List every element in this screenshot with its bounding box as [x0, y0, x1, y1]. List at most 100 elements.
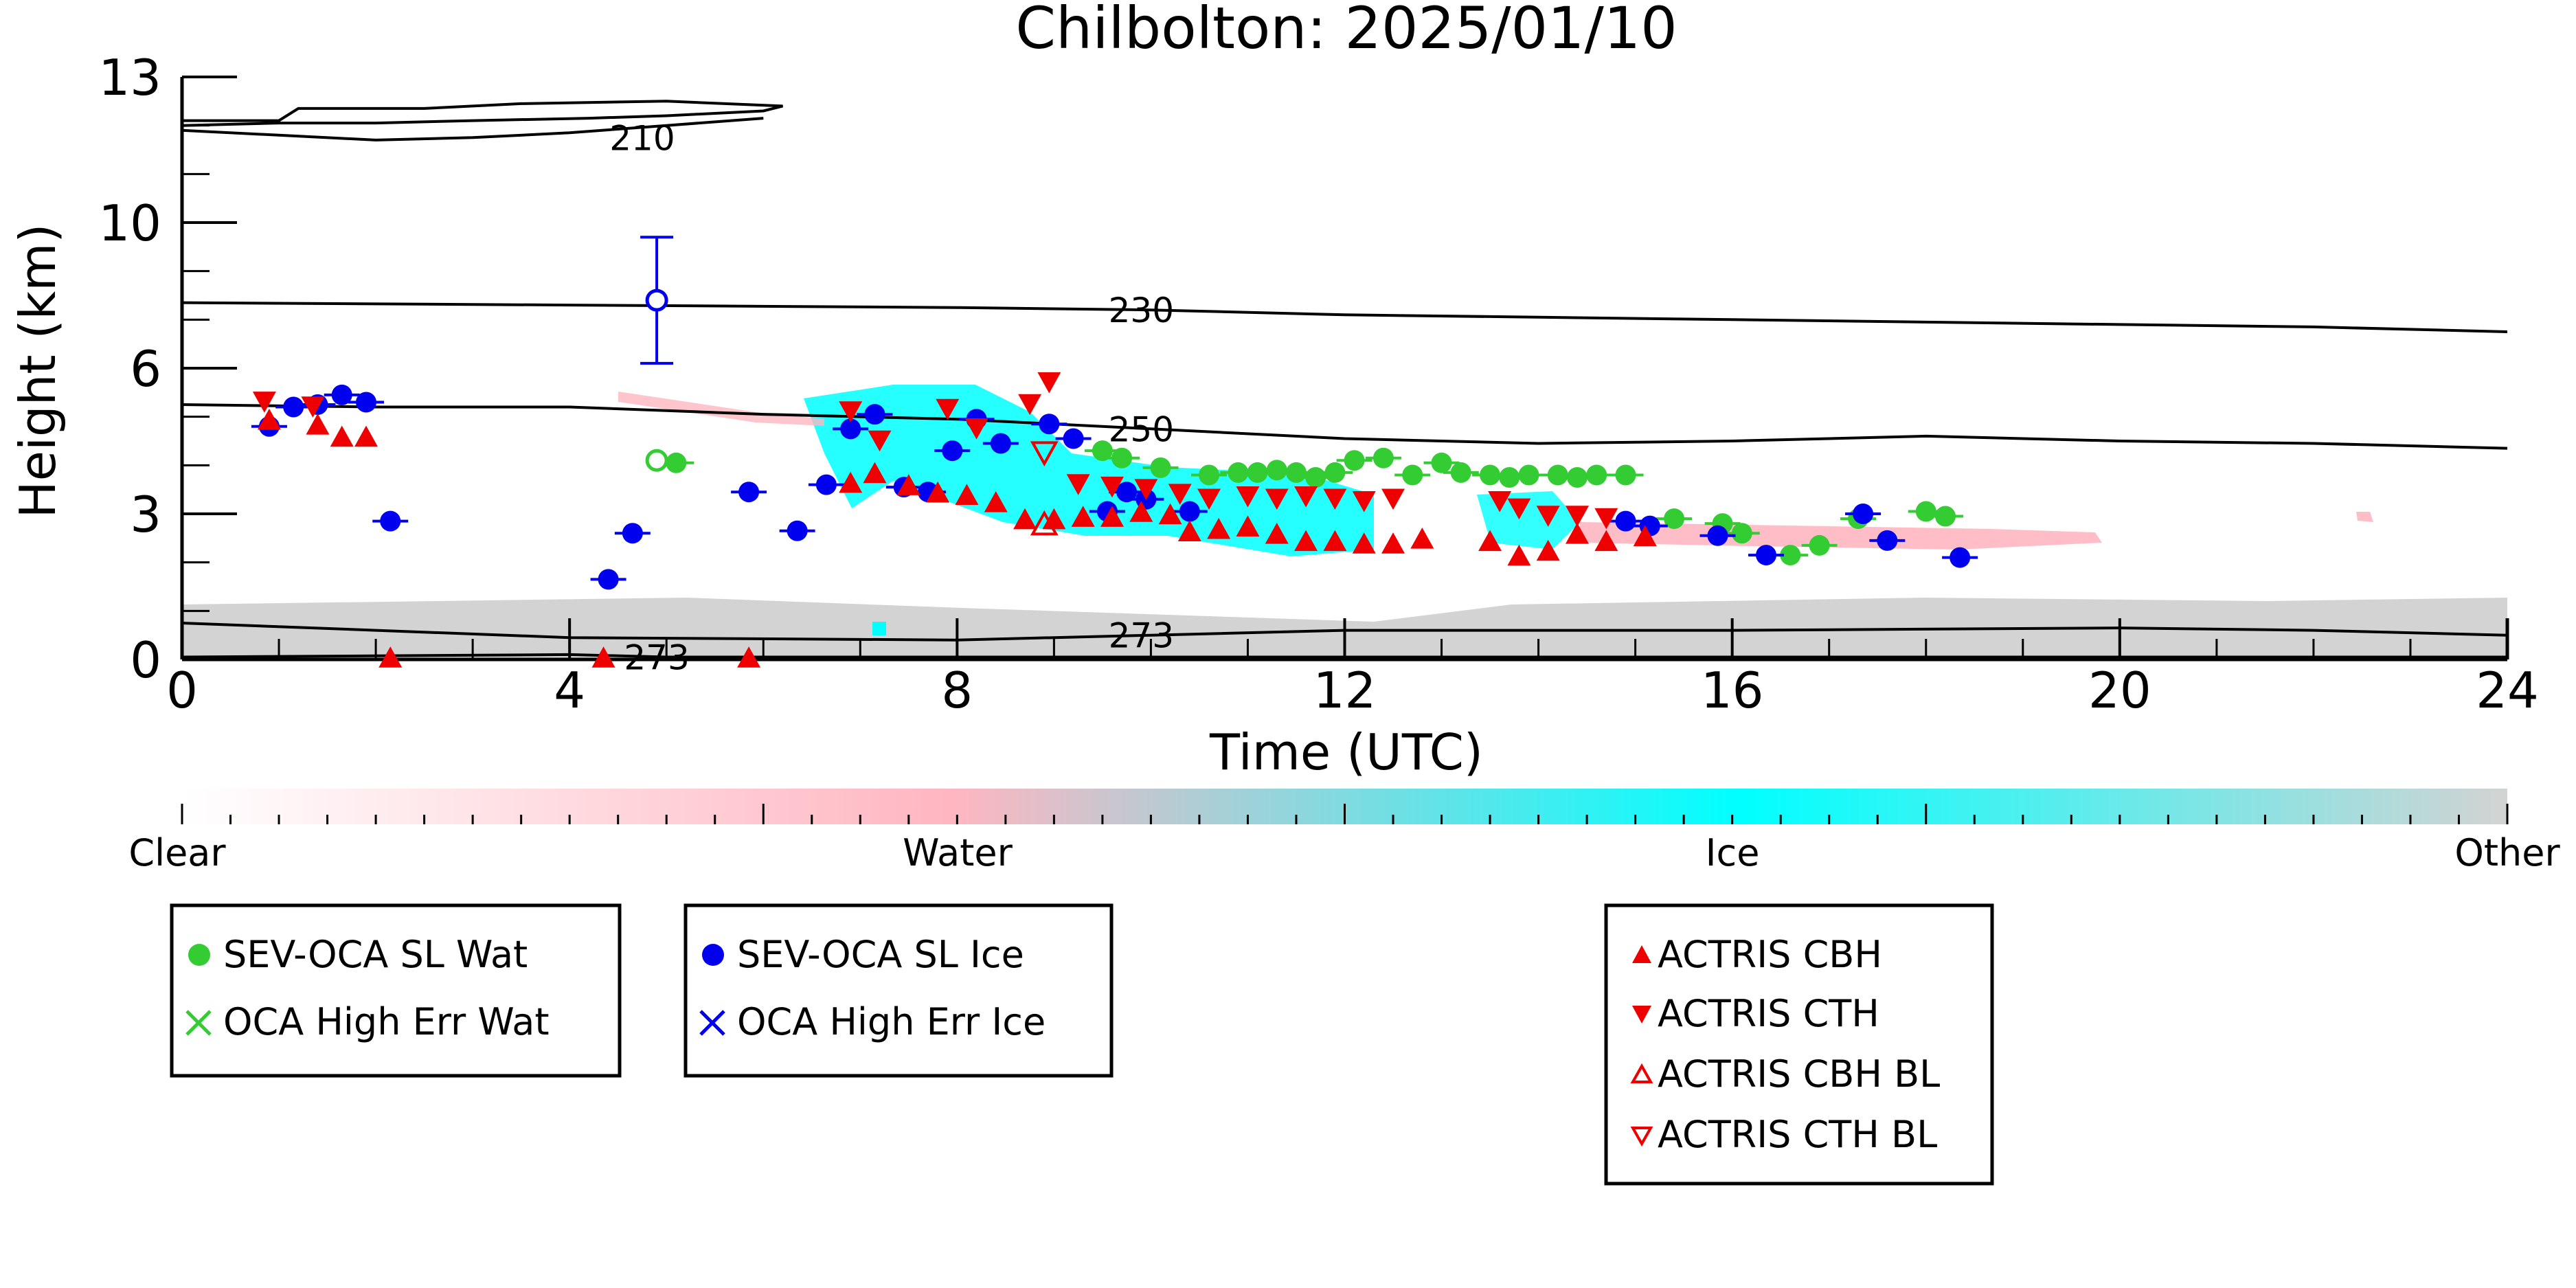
chart-title: Chilbolton: 2025/01/10 — [1015, 0, 1677, 62]
open-point — [645, 289, 668, 312]
point-actris-cth — [1594, 508, 1618, 530]
point-sev-oca-sl-wat — [1324, 462, 1346, 483]
point-sev-oca-sl-wat — [1344, 450, 1365, 471]
point-actris-cbh — [839, 471, 863, 493]
point-sev-oca-sl-ice — [622, 523, 643, 544]
point-actris-cbh — [1323, 530, 1347, 552]
point-sev-oca-sl-wat — [1450, 462, 1471, 483]
x-tick-label-24: 24 — [2476, 662, 2539, 719]
y-tick-label-6: 6 — [130, 340, 161, 398]
point-sev-oca-sl-ice — [598, 569, 619, 590]
contour-line-230 — [181, 301, 2508, 333]
point-sev-oca-sl-ice — [815, 474, 837, 495]
x-tick-label-20: 20 — [2088, 662, 2151, 719]
point-sev-oca-sl-wat — [1199, 464, 1220, 486]
contour-label-230: 230 — [1109, 291, 1174, 330]
x-axis-label: Time (UTC) — [1209, 723, 1483, 781]
point-actris-cth — [1100, 476, 1124, 498]
point-actris-cbh — [330, 425, 354, 447]
point-actris-cbh — [926, 481, 950, 503]
point-sev-oca-sl-wat — [1092, 440, 1113, 462]
point-actris-cbh — [1352, 532, 1376, 554]
y-tick-label-3: 3 — [130, 486, 161, 543]
contour-line-250 — [181, 403, 2508, 450]
point-actris-cth — [1507, 498, 1531, 520]
point-actris-cbh — [1236, 515, 1260, 536]
ice-cloud-region-3 — [872, 622, 886, 635]
point-actris-cbh — [1294, 530, 1318, 552]
point-actris-cbh — [1071, 506, 1095, 527]
y-tick-label-13: 13 — [98, 49, 161, 106]
point-sev-oca-sl-ice — [1179, 501, 1200, 522]
legend-label-actris-cbh: ACTRIS CBH — [1658, 933, 1882, 976]
y-axis-label: Height (km) — [9, 224, 67, 519]
water-cloud-region-2 — [618, 392, 824, 426]
legend-marker-oca-high-err-ice — [699, 1010, 725, 1036]
point-sev-oca-sl-ice — [942, 440, 963, 462]
point-actris-cbh — [379, 646, 403, 668]
colorbar: Clear Water Ice Other — [128, 789, 2560, 874]
point-actris-cth — [1236, 486, 1260, 508]
legend-marker-sev-oca-wat — [188, 944, 210, 966]
colorbar-ticks — [181, 804, 2509, 824]
point-sev-oca-sl-ice — [283, 396, 304, 418]
legend-label-actris-cbh-bl: ACTRIS CBH BL — [1658, 1052, 1940, 1096]
point-sev-oca-sl-wat — [1111, 447, 1133, 468]
legend-marker-actris-cth-bl — [1630, 1127, 1653, 1147]
colorbar-label-ice: Ice — [1706, 831, 1760, 874]
point-sev-oca-sl-ice — [1063, 428, 1084, 449]
point-actris-cbh — [1478, 530, 1502, 552]
point-actris-cth — [1134, 479, 1158, 500]
plot-axes: 0 3 6 10 13 0 4 8 12 16 20 24 — [98, 49, 2538, 719]
legend-ice-box — [683, 903, 1114, 1078]
point-sev-oca-sl-ice — [990, 433, 1011, 454]
point-actris-cbh — [1129, 501, 1153, 522]
point-sev-oca-sl-wat — [1809, 534, 1830, 556]
legend-label-sev-oca-wat: SEV-OCA SL Wat — [223, 933, 528, 976]
x-tick-label-12: 12 — [1313, 662, 1377, 719]
point-actris-cbh-bl — [1030, 510, 1059, 536]
legend-actris-box — [1604, 903, 1994, 1186]
contour-line-210 — [181, 117, 764, 142]
legend-label-oca-high-err-ice: OCA High Err Ice — [737, 1000, 1046, 1043]
legend-actris: ACTRIS CBH ACTRIS CTH ACTRIS CBH BL ACTR… — [1604, 903, 1994, 1186]
legend-marker-sev-oca-ice — [702, 944, 724, 966]
colorbar-label-other: Other — [2454, 831, 2560, 874]
point-actris-cth — [1294, 486, 1318, 508]
point-actris-cbh — [306, 413, 330, 435]
point-actris-cth — [1037, 372, 1061, 394]
x-tick-label-16: 16 — [1701, 662, 1764, 719]
point-actris-cbh — [1013, 508, 1037, 530]
ice-cloud-region — [804, 385, 1374, 556]
point-sev-oca-sl-wat — [1664, 508, 1685, 530]
y-tick-label-10: 10 — [98, 194, 161, 252]
point-sev-oca-sl-wat — [1228, 462, 1249, 483]
legend-marker-oca-high-err-wat — [185, 1010, 212, 1036]
point-sev-oca-sl-ice — [1877, 530, 1898, 551]
x-tick-label-8: 8 — [941, 662, 973, 719]
point-actris-cbh — [1207, 517, 1231, 539]
legend-label-sev-oca-ice: SEV-OCA SL Ice — [737, 933, 1024, 976]
point-actris-cth — [1323, 488, 1347, 510]
y-tick-label-0: 0 — [130, 631, 161, 689]
point-sev-oca-sl-ice — [1950, 547, 1971, 568]
point-actris-cth — [1197, 488, 1221, 510]
point-sev-oca-sl-ice — [840, 418, 861, 440]
point-actris-cbh — [257, 408, 281, 430]
point-sev-oca-sl-wat — [1402, 464, 1423, 486]
point-sev-oca-sl-wat — [1780, 545, 1801, 566]
point-actris-cth — [1488, 491, 1512, 512]
point-sev-oca-sl-ice — [1615, 510, 1636, 532]
point-sev-oca-sl-wat — [1431, 452, 1452, 473]
point-sev-oca-sl-wat — [1247, 462, 1268, 483]
point-sev-oca-sl-ice — [1853, 504, 1874, 524]
point-actris-cth — [1566, 506, 1589, 527]
contour-label-250: 250 — [1109, 409, 1174, 449]
point-actris-cth — [868, 430, 892, 452]
point-actris-cbh — [1566, 522, 1589, 544]
point-actris-cbh — [1100, 506, 1124, 527]
legend-marker-actris-cbh-bl — [1630, 1063, 1653, 1083]
colorbar-label-water: Water — [903, 831, 1013, 874]
contour-line-210 — [181, 100, 783, 127]
